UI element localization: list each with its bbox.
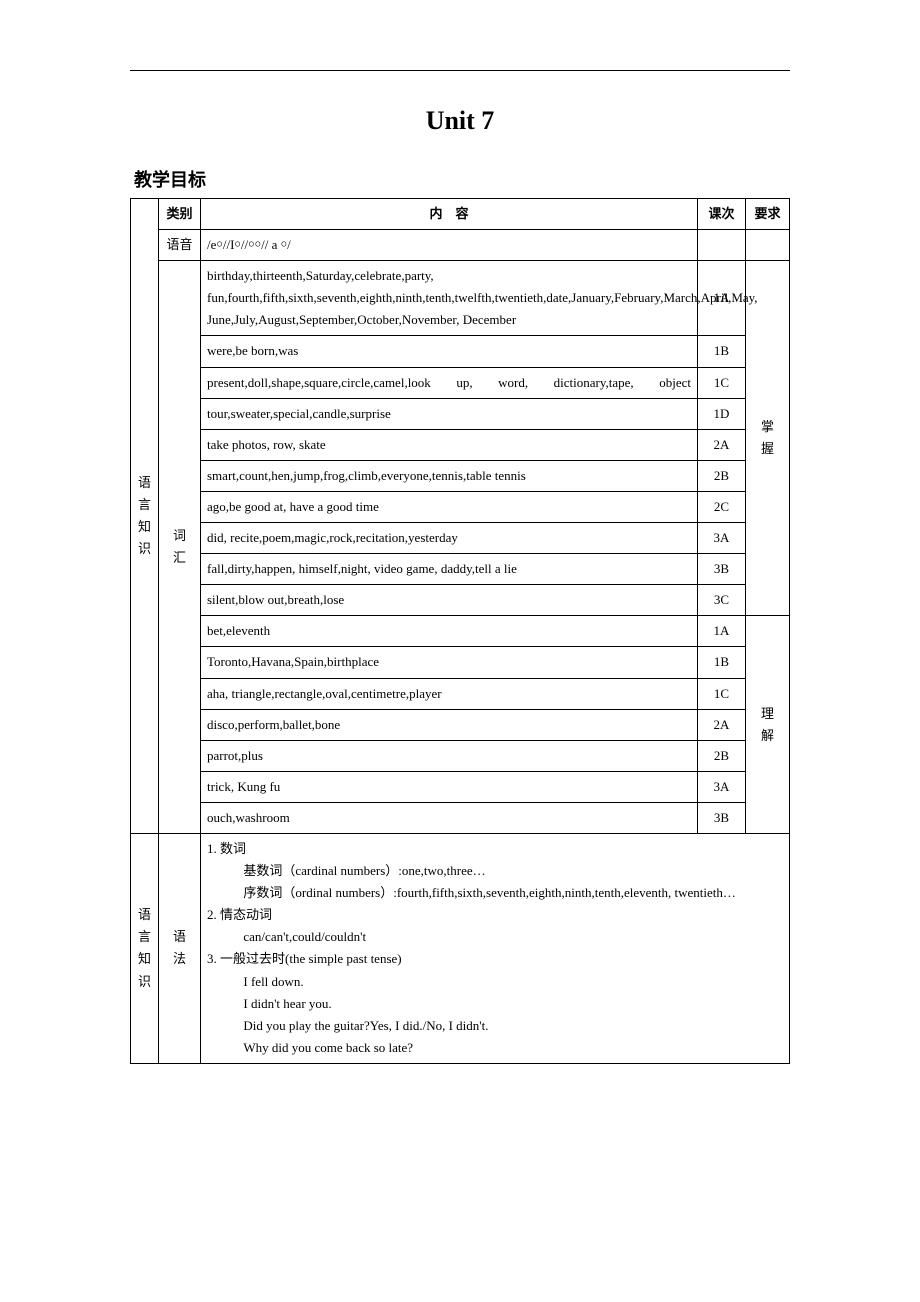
vocab-content: ouch,washroom [201,802,698,833]
vocab-row: Toronto,Havana,Spain,birthplace 1B [131,647,790,678]
vocab-row: ouch,washroom 3B [131,802,790,833]
sec1-ch2: 言 [137,494,152,516]
vocab-row: silent,blow out,breath,lose 3C [131,585,790,616]
section-col-1: 语 言 知 识 [131,199,159,834]
vocab-content: trick, Kung fu [201,771,698,802]
hdr-content: 内 容 [201,199,698,230]
vocab-lesson: 1D [698,398,746,429]
phonetics-row: 语音 /e￮//I￮//￮￮// a ￮/ [131,230,790,261]
hdr-lesson: 课次 [698,199,746,230]
grammar-content: 1. 数词 基数词（cardinal numbers）:one,two,thre… [201,833,790,1063]
vocab-lesson: 3B [698,802,746,833]
sec2-ch2: 言 [137,926,152,948]
vocab-lesson: 2A [698,429,746,460]
sec2-ch1: 语 [137,904,152,926]
sec1-ch4: 识 [137,538,152,560]
vocab-row: smart,count,hen,jump,frog,climb,everyone… [131,460,790,491]
vocab-content: silent,blow out,breath,lose [201,585,698,616]
grammar-line: Why did you come back so late? [207,1037,783,1059]
vocab-lesson: 1B [698,647,746,678]
unit-title: Unit 7 [130,106,790,136]
vocab-content: did, recite,poem,magic,rock,recitation,y… [201,523,698,554]
vocab-text: present,doll,shape,square,circle,camel,l… [207,375,691,390]
vocab-row: take photos, row, skate 2A [131,429,790,460]
vocab-lesson: 1B [698,336,746,367]
vocab-lesson: 2A [698,709,746,740]
req-master: 掌 握 [746,261,790,616]
vocab-label: 词 汇 [159,261,201,834]
phonetics-req [746,230,790,261]
hdr-requirement: 要求 [746,199,790,230]
grammar-line: 基数词（cardinal numbers）:one,two,three… [207,860,783,882]
vocab-content: were,be born,was [201,336,698,367]
vocab-lesson: 2C [698,491,746,522]
grammar-line: can/can't,could/couldn't [207,926,783,948]
vocab-content: disco,perform,ballet,bone [201,709,698,740]
vocab-ch1: 词 [165,525,194,547]
vocab-content: tour,sweater,special,candle,surprise [201,398,698,429]
vocab-row: present,doll,shape,square,circle,camel,l… [131,367,790,398]
vocab-content: bet,eleventh [201,616,698,647]
grammar-line: Did you play the guitar?Yes, I did./No, … [207,1015,783,1037]
vocab-row: aha, triangle,rectangle,oval,centimetre,… [131,678,790,709]
phonetics-lesson [698,230,746,261]
table-header-row: 语 言 知 识 类别 内 容 课次 要求 [131,199,790,230]
vocab-content: aha, triangle,rectangle,oval,centimetre,… [201,678,698,709]
gram-ch2: 法 [165,948,194,970]
vocab-row: bet,eleventh 1A 理 解 [131,616,790,647]
vocab-lesson: 2B [698,460,746,491]
req-master-ch1: 掌 [752,416,783,438]
sec2-ch3: 知 [137,948,152,970]
vocab-content: parrot,plus [201,740,698,771]
vocab-row: ago,be good at, have a good time 2C [131,491,790,522]
phonetics-content: /e￮//I￮//￮￮// a ￮/ [201,230,698,261]
grammar-line: I didn't hear you. [207,993,783,1015]
section-col-2: 语 言 知 识 [131,833,159,1063]
grammar-line: I fell down. [207,971,783,993]
vocab-row: 词 汇 birthday,thirteenth,Saturday,celebra… [131,261,790,336]
grammar-label: 语 法 [159,833,201,1063]
grammar-row: 语 言 知 识 语 法 1. 数词 基数词（cardinal numbers）:… [131,833,790,1063]
vocab-content: fall,dirty,happen, himself,night, video … [201,554,698,585]
vocab-lesson: 3C [698,585,746,616]
req-und-ch1: 理 [752,703,783,725]
vocab-content: Toronto,Havana,Spain,birthplace [201,647,698,678]
top-rule [130,70,790,71]
vocab-lesson: 3A [698,771,746,802]
vocab-content: smart,count,hen,jump,frog,climb,everyone… [201,460,698,491]
grammar-item: 3. 一般过去时(the simple past tense) [207,948,783,970]
grammar-line: 序数词（ordinal numbers）:fourth,fifth,sixth,… [207,882,783,904]
vocab-lesson: 1A [698,616,746,647]
sec1-ch1: 语 [137,472,152,494]
phonetics-label: 语音 [159,230,201,261]
vocab-row: disco,perform,ballet,bone 2A [131,709,790,740]
grammar-item: 1. 数词 [207,838,783,860]
vocab-row: parrot,plus 2B [131,740,790,771]
vocab-lesson: 3B [698,554,746,585]
req-master-ch2: 握 [752,438,783,460]
req-und-ch2: 解 [752,725,783,747]
vocab-row: did, recite,poem,magic,rock,recitation,y… [131,523,790,554]
gram-ch1: 语 [165,926,194,948]
vocab-lesson: 1C [698,678,746,709]
vocab-content: present,doll,shape,square,circle,camel,l… [201,367,698,398]
vocab-row: tour,sweater,special,candle,surprise 1D [131,398,790,429]
hdr-category: 类别 [159,199,201,230]
vocab-lesson: 3A [698,523,746,554]
vocab-content: birthday,thirteenth,Saturday,celebrate,p… [201,261,698,336]
vocab-content: ago,be good at, have a good time [201,491,698,522]
vocab-ch2: 汇 [165,547,194,569]
sec2-ch4: 识 [137,971,152,993]
vocab-row: fall,dirty,happen, himself,night, video … [131,554,790,585]
objectives-table: 语 言 知 识 类别 内 容 课次 要求 语音 /e￮//I￮//￮￮// a … [130,198,790,1064]
section-heading: 教学目标 [130,166,790,192]
sec1-ch3: 知 [137,516,152,538]
vocab-lesson: 1C [698,367,746,398]
vocab-content: take photos, row, skate [201,429,698,460]
grammar-item: 2. 情态动词 [207,904,783,926]
req-understand: 理 解 [746,616,790,834]
vocab-row: were,be born,was 1B [131,336,790,367]
vocab-lesson: 2B [698,740,746,771]
vocab-row: trick, Kung fu 3A [131,771,790,802]
